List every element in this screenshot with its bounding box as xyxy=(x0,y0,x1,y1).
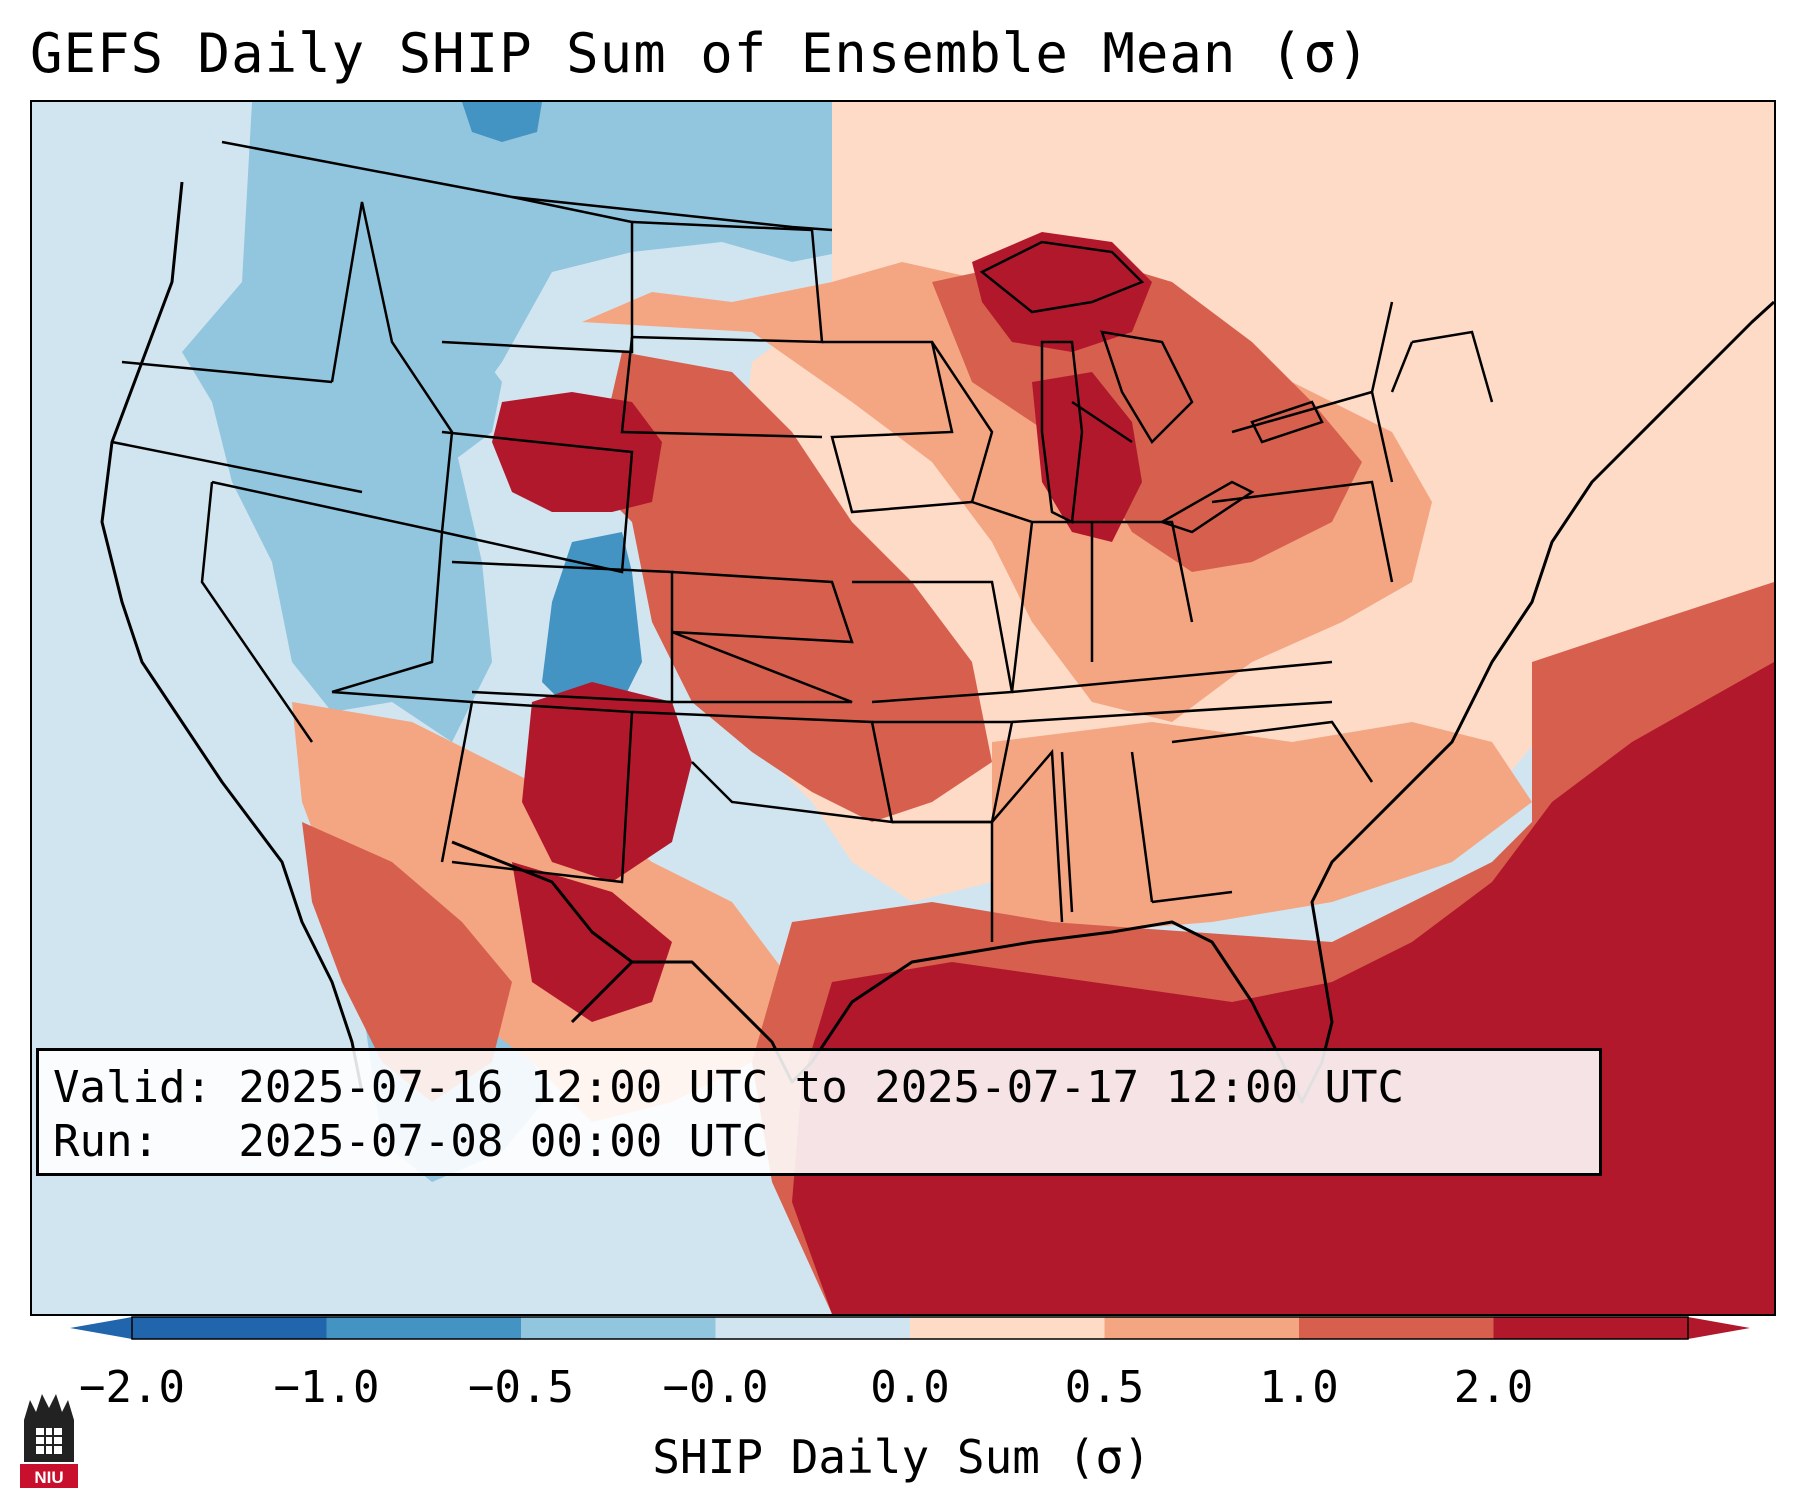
colorbar xyxy=(70,1316,1750,1340)
logo-tower-top xyxy=(24,1394,74,1420)
field-neg-patch-n xyxy=(462,102,542,142)
run-time-text: Run: 2025-07-08 00:00 UTC xyxy=(53,1116,769,1167)
logo-window-grid xyxy=(36,1428,62,1454)
canada-border xyxy=(221,140,833,232)
colorbar-extend-high xyxy=(1688,1317,1750,1339)
chart-title: GEFS Daily SHIP Sum of Ensemble Mean (σ) xyxy=(30,22,1371,85)
border-nv-ca xyxy=(200,481,314,743)
colorbar-tick-label: −1.0 xyxy=(273,1362,380,1413)
logo-text: NIU xyxy=(34,1468,63,1487)
field-neg-rockies xyxy=(542,532,642,712)
rio-grande xyxy=(451,840,633,964)
colorbar-tick-label: 0.0 xyxy=(870,1362,950,1413)
border-la-ms xyxy=(892,748,1064,942)
border-nm xyxy=(451,700,634,884)
valid-time-text: Valid: 2025-07-16 12:00 UTC to 2025-07-1… xyxy=(53,1062,1405,1113)
field-pos-strong-southwest xyxy=(302,822,512,1102)
lake-erie xyxy=(1158,480,1255,534)
colorbar-tick-label: 0.5 xyxy=(1064,1362,1145,1413)
colorbar-segment xyxy=(910,1317,1105,1339)
colorbar-extend-low xyxy=(70,1317,132,1339)
colorbar-tick-label: 2.0 xyxy=(1453,1362,1534,1413)
border-dakotas xyxy=(620,220,824,439)
border-nc-sc xyxy=(1171,720,1374,783)
field-pos-extreme-superior xyxy=(972,232,1152,352)
border-nv-ut xyxy=(211,480,444,694)
border-il-in-oh xyxy=(971,500,1194,693)
border-tn-ky xyxy=(1011,660,1333,724)
colorbar-segment xyxy=(1493,1317,1689,1339)
colorbar-segment xyxy=(1299,1317,1494,1339)
colorbar-segments xyxy=(132,1317,1689,1339)
border-co xyxy=(451,560,674,704)
valid-run-info-box: Valid: 2025-07-16 12:00 UTC to 2025-07-1… xyxy=(36,1048,1602,1176)
border-wi-mi xyxy=(930,341,1133,503)
field-pos-strong-plains xyxy=(592,352,992,822)
border-mt xyxy=(441,195,634,354)
border-new-england xyxy=(1370,301,1494,403)
border-id xyxy=(330,201,454,533)
border-mn-ia xyxy=(822,340,973,514)
border-wa-or xyxy=(121,360,333,384)
field-neg-nw xyxy=(182,102,842,742)
colorbar-segment xyxy=(1104,1317,1300,1339)
border-wy xyxy=(441,430,634,574)
colorbar-label: SHIP Daily Sum (σ) xyxy=(652,1430,1151,1484)
border-ne-ks xyxy=(671,570,854,704)
field-pos-extreme-wyoming xyxy=(492,392,662,512)
field-pos-extreme-newmexico xyxy=(522,682,692,882)
colorbar-outline xyxy=(131,1316,1689,1340)
colorbar-tick-label: −2.0 xyxy=(79,1362,185,1413)
border-or-ca xyxy=(111,440,363,494)
west-coast xyxy=(100,181,364,1093)
colorbar-tick-label: 1.0 xyxy=(1259,1362,1339,1413)
niu-logo: NIU xyxy=(20,1394,78,1488)
logo-banner xyxy=(20,1464,78,1488)
lake-superior xyxy=(979,240,1145,314)
field-pos-extreme-michigan xyxy=(1032,372,1142,542)
state-borders xyxy=(111,140,1494,942)
lake-ontario xyxy=(1250,400,1324,444)
field-pos-extreme-texas xyxy=(512,862,672,1022)
colorbar-tick-label: −0.0 xyxy=(662,1362,769,1413)
field-pos-medium-se xyxy=(992,722,1532,932)
lake-huron xyxy=(1100,330,1194,445)
border-al-ga xyxy=(1060,751,1233,913)
lake-michigan xyxy=(1040,340,1084,524)
colorbar-segment xyxy=(326,1317,522,1339)
colorbar-segment xyxy=(132,1317,327,1339)
colorbar-segment xyxy=(521,1317,716,1339)
great-lakes xyxy=(979,240,1324,534)
colorbar-tick-label: −0.5 xyxy=(468,1362,574,1413)
colorbar-segment xyxy=(715,1317,911,1339)
logo-window xyxy=(36,1428,62,1454)
